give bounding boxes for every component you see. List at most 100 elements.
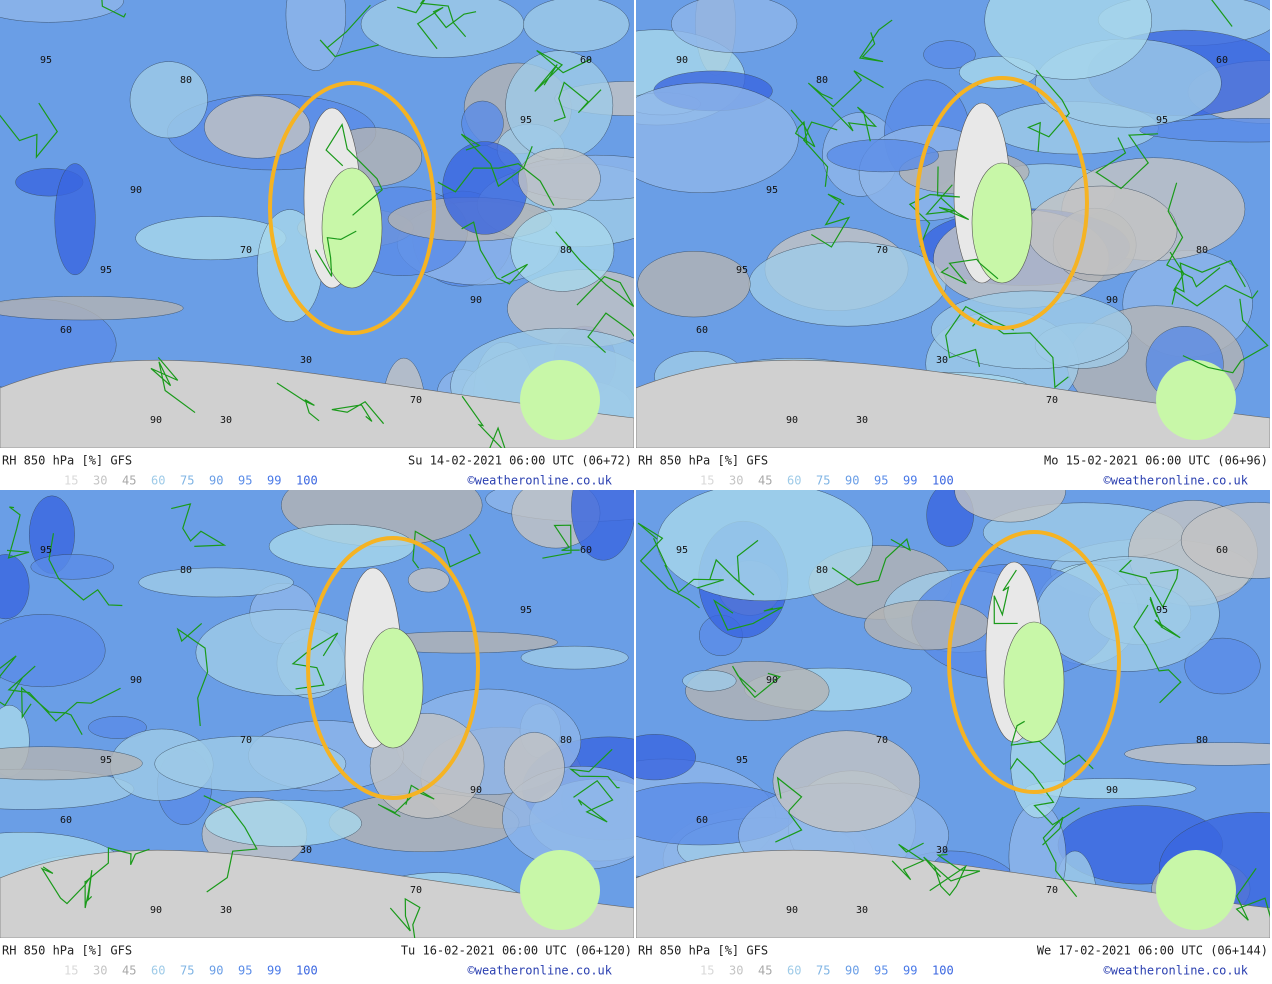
legend-value: 99 — [267, 474, 281, 488]
humidity-area — [0, 0, 124, 23]
contour-label: 90 — [130, 185, 142, 196]
contour-label: 80 — [816, 75, 828, 86]
humidity-area — [517, 147, 601, 209]
coastline — [1211, 0, 1233, 27]
coastline — [461, 221, 528, 285]
humidity-area — [442, 141, 528, 235]
coastline — [1118, 559, 1179, 609]
coastline — [171, 503, 227, 547]
humidity-area — [984, 0, 1153, 80]
panel-time: Tu 16-02-2021 06:00 UTC (06+120) — [401, 944, 632, 958]
contour-label: 30 — [856, 905, 868, 916]
coastline — [972, 316, 1069, 389]
contour-label: 30 — [936, 845, 948, 856]
contour-label: 90 — [150, 415, 162, 426]
coastline — [276, 382, 320, 422]
humidity-area — [523, 0, 630, 53]
humidity-area — [30, 554, 114, 580]
legend-value: 15 — [700, 474, 714, 488]
coastline — [925, 184, 970, 221]
contour-label: 90 — [786, 415, 798, 426]
coastline — [807, 70, 884, 108]
coastline — [101, 0, 127, 18]
map: 90 95 80 70 60 30 95 90 80 70 95 30 60 90 — [636, 0, 1270, 448]
contour-label: 80 — [1196, 735, 1208, 746]
legend-value: 95 — [874, 474, 888, 488]
legend-value: 30 — [729, 964, 743, 978]
humidity-area — [0, 554, 30, 620]
humidity-area — [1184, 637, 1261, 695]
legend-value: 100 — [932, 474, 954, 488]
panel-title: RH 850 hPa [%] GFS — [638, 944, 768, 958]
contour-label: 30 — [856, 415, 868, 426]
legend-value: 90 — [209, 474, 223, 488]
dry-area — [362, 627, 424, 749]
humidity-area — [503, 732, 565, 803]
coastline — [790, 109, 816, 148]
coastline — [1010, 720, 1094, 770]
contour-label: 90 — [786, 905, 798, 916]
coastline — [713, 599, 783, 631]
contour-label: 90 — [470, 295, 482, 306]
legend-value: 15 — [700, 964, 714, 978]
humidity-area — [636, 734, 696, 781]
contour-label: 90 — [470, 785, 482, 796]
legend-value: 30 — [93, 474, 107, 488]
coastline — [775, 776, 803, 843]
contour-label: 30 — [220, 905, 232, 916]
humidity-area — [285, 0, 347, 71]
coastline — [587, 312, 634, 354]
coastline — [412, 530, 481, 569]
coastline — [0, 102, 58, 159]
green-area — [520, 850, 600, 930]
coastline — [150, 356, 196, 414]
coastline — [993, 569, 1018, 625]
contour-label: 60 — [696, 815, 708, 826]
coastline — [1026, 69, 1070, 152]
contour-label: 60 — [696, 325, 708, 336]
panel: 95 90 80 70 60 30 95 90 80 70 95 30 60 90 RH 850 hPa [… — [0, 0, 634, 490]
legend-value: 45 — [122, 964, 136, 978]
legend-value: 90 — [209, 964, 223, 978]
coastline — [291, 632, 339, 690]
panel-title: RH 850 hPa [%] GFS — [2, 454, 132, 468]
coastline — [7, 665, 121, 722]
coastline — [830, 106, 878, 142]
coastline — [1042, 816, 1078, 898]
contour-label: 60 — [1216, 545, 1228, 556]
coastline — [389, 897, 421, 938]
coastline — [1133, 604, 1182, 704]
coastline — [0, 655, 23, 707]
contour-label: 95 — [676, 545, 688, 556]
legend-value: 95 — [238, 474, 252, 488]
coastline — [858, 19, 893, 63]
coastline — [397, 0, 467, 38]
map: 95 90 80 70 60 30 95 90 80 70 95 30 60 90 — [636, 490, 1270, 938]
humidity-area — [461, 100, 504, 147]
coastline — [573, 779, 614, 823]
credit: ©weatheronline.co.uk — [468, 474, 613, 488]
contour-label: 60 — [580, 55, 592, 66]
legend-value: 90 — [845, 474, 859, 488]
contour-label: 80 — [180, 565, 192, 576]
contour-label: 90 — [766, 675, 778, 686]
caption-bg — [0, 448, 634, 490]
contour-label: 60 — [1216, 55, 1228, 66]
humidity-area — [1139, 118, 1270, 143]
contour-label: 30 — [220, 415, 232, 426]
dry-area — [971, 162, 1033, 284]
legend-value: 45 — [758, 474, 772, 488]
coastline — [709, 539, 759, 596]
contour-label: 95 — [40, 545, 52, 556]
humidity-area — [1180, 502, 1270, 579]
coastline — [929, 864, 968, 897]
humidity-area — [0, 746, 143, 781]
coastline — [1149, 596, 1181, 639]
contour-label: 80 — [816, 565, 828, 576]
coastline — [1009, 757, 1080, 826]
contour-label: 95 — [736, 265, 748, 276]
contour-label: 80 — [180, 75, 192, 86]
humidity-area — [204, 799, 362, 847]
contour-label: 80 — [560, 245, 572, 256]
coastline — [945, 305, 1015, 367]
